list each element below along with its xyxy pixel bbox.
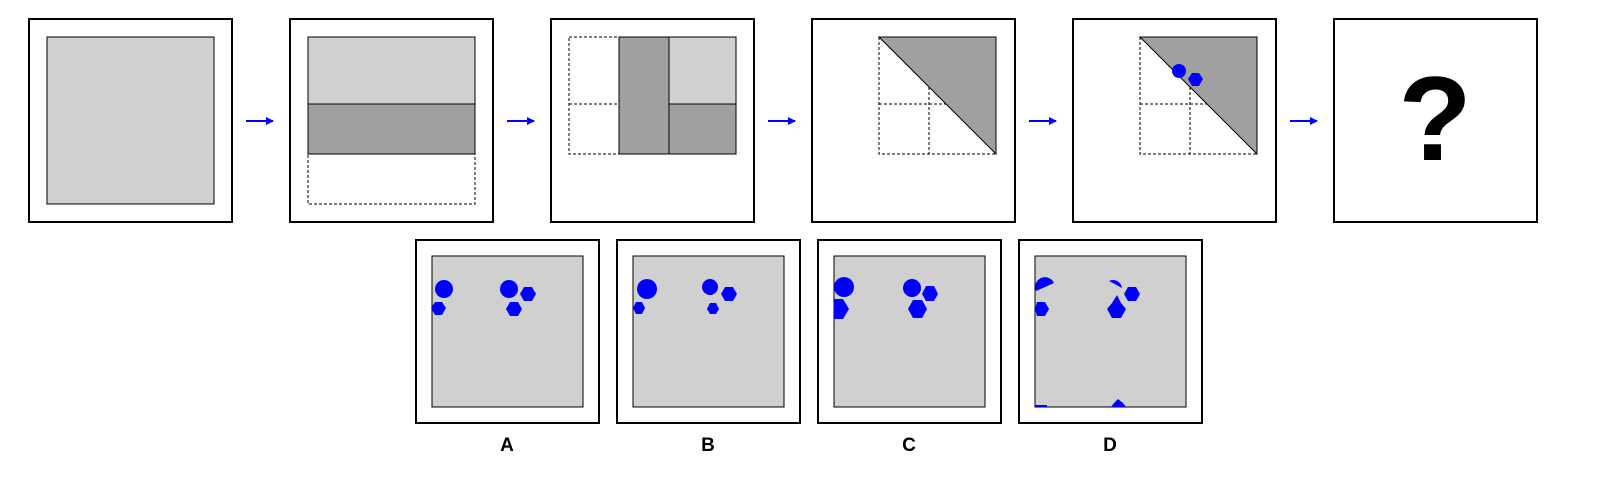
- circle-hole-icon: [637, 279, 657, 299]
- half-circle-hole-icon: [1109, 280, 1122, 288]
- circle-hole-icon: [834, 277, 854, 297]
- hexagon-hole-icon: [707, 303, 719, 314]
- step-1-panel: [28, 18, 233, 223]
- paper-folded-band: [668, 103, 737, 155]
- answer-placeholder-panel: ?: [1333, 18, 1538, 223]
- option-d[interactable]: D: [1018, 239, 1203, 456]
- paper-folded-band: [307, 103, 476, 155]
- hexagon-hole-icon: [721, 287, 737, 301]
- hexagon-hole-icon: [1188, 73, 1203, 86]
- half-circle-hole-icon: [1035, 277, 1054, 291]
- paper-folded-band: [618, 36, 670, 155]
- hexagon-hole-icon: [520, 287, 536, 301]
- paper-square: [1034, 255, 1187, 408]
- paper-top-layer: [668, 36, 737, 105]
- step-4-panel: [811, 18, 1016, 223]
- option-b[interactable]: B: [616, 239, 801, 456]
- step-3-panel: [550, 18, 755, 223]
- circle-hole-icon: [1172, 64, 1186, 78]
- option-label: A: [500, 435, 514, 456]
- paper-square: [632, 255, 785, 408]
- hexagon-hole-icon: [506, 302, 522, 316]
- hexagon-hole-icon: [431, 302, 446, 315]
- hexagon-hole-icon: [922, 286, 938, 301]
- fold-outline: [568, 36, 620, 155]
- option-label: B: [701, 435, 715, 456]
- hexagon-hole-icon: [834, 299, 849, 319]
- circle-hole-icon: [903, 279, 921, 297]
- fold-outline: [307, 153, 476, 205]
- option-a[interactable]: A: [415, 239, 600, 456]
- paper-square: [833, 255, 986, 408]
- step-5-panel: [1072, 18, 1277, 223]
- hexagon-hole-icon: [1107, 295, 1126, 318]
- paper-top-layer: [307, 36, 476, 105]
- hexagon-hole-icon: [1035, 302, 1049, 316]
- option-label: D: [1103, 435, 1117, 456]
- paper-square: [46, 36, 215, 205]
- paper-folded-triangle: [1138, 36, 1258, 156]
- hexagon-hole-icon: [1111, 399, 1126, 407]
- circle-hole-icon: [702, 279, 718, 295]
- hexagon-hole-icon: [633, 302, 645, 314]
- circle-hole-icon: [435, 280, 453, 298]
- hole-edge-mark: [1035, 405, 1047, 407]
- step-2-panel: [289, 18, 494, 223]
- option-c[interactable]: C: [817, 239, 1002, 456]
- hexagon-hole-icon: [908, 300, 927, 318]
- circle-hole-icon: [500, 280, 518, 298]
- paper-square: [431, 255, 584, 408]
- paper-folded-triangle: [877, 36, 997, 156]
- option-label: C: [902, 435, 916, 456]
- question-mark: ?: [1398, 52, 1471, 186]
- hexagon-hole-icon: [1124, 287, 1140, 301]
